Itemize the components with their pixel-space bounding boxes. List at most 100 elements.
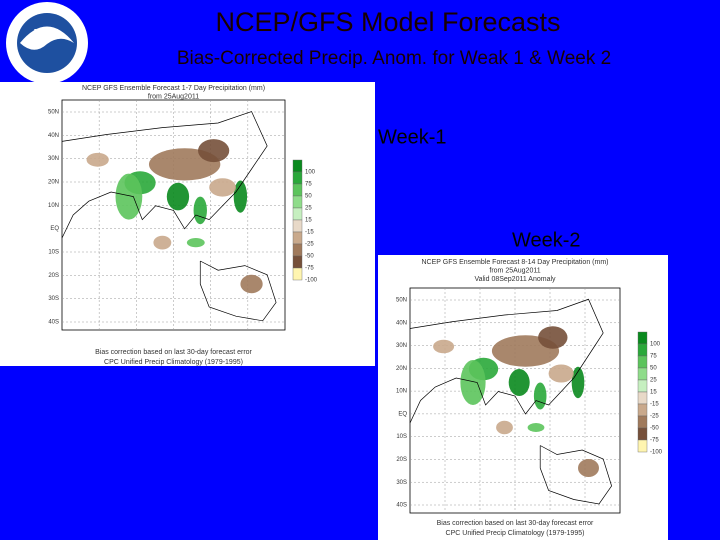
legend-label: -75 xyxy=(650,438,659,444)
map-title: NCEP GFS Ensemble Forecast 1-7 Day Preci… xyxy=(82,85,265,92)
legend-swatch xyxy=(637,391,648,405)
latitude-label: 40S xyxy=(48,320,59,326)
legend-label: -50 xyxy=(650,426,659,432)
slide-title: NCEP/GFS Model Forecasts xyxy=(215,7,560,37)
anomaly-area xyxy=(527,423,545,432)
legend-swatch xyxy=(637,367,648,381)
map-footnote: CPC Unified Precip Climatology (1979-199… xyxy=(104,359,243,366)
coastline xyxy=(199,260,277,322)
slide-subtitle: Bias-Corrected Precip. Anom. for Weak 1 … xyxy=(177,48,611,69)
anomaly-area xyxy=(209,178,236,197)
legend-label: 100 xyxy=(650,342,661,348)
legend-swatch xyxy=(637,403,648,417)
legend-label: -15 xyxy=(305,230,314,236)
legend-label: 25 xyxy=(650,378,657,384)
legend-swatch xyxy=(637,343,648,357)
latitude-label: 20N xyxy=(396,366,407,372)
anomaly-area xyxy=(193,196,207,225)
latitude-label: 50N xyxy=(48,110,59,116)
legend-swatch xyxy=(292,183,303,197)
legend-label: -15 xyxy=(650,402,659,408)
latitude-label: 10S xyxy=(396,434,407,440)
map-panel: NCEP GFS Ensemble Forecast 1-7 Day Preci… xyxy=(0,82,375,366)
latitude-label: 10S xyxy=(48,250,59,256)
anomaly-area xyxy=(508,369,530,396)
legend-label: 75 xyxy=(650,354,657,360)
legend-swatch xyxy=(292,159,303,173)
legend-swatch xyxy=(292,219,303,233)
legend-swatch xyxy=(292,231,303,245)
map-footnote: CPC Unified Precip Climatology (1979-199… xyxy=(446,530,585,537)
coastline xyxy=(539,445,612,505)
legend-label: 25 xyxy=(305,206,312,212)
latitude-label: 40N xyxy=(396,320,407,326)
legend-label: -50 xyxy=(305,254,314,260)
map-frame xyxy=(61,99,286,331)
legend-swatch xyxy=(292,195,303,209)
legend-label: -100 xyxy=(650,450,663,456)
legend-swatch xyxy=(637,415,648,429)
coastline xyxy=(61,111,268,239)
legend-label: -75 xyxy=(305,266,314,272)
legend-label: 50 xyxy=(305,194,312,200)
latitude-label: 50N xyxy=(396,298,407,304)
latitude-label: 30S xyxy=(48,296,59,302)
map-title: NCEP GFS Ensemble Forecast 8-14 Day Prec… xyxy=(422,259,609,266)
legend-swatch xyxy=(292,207,303,221)
map-title: Valid 08Sep2011 Anomaly xyxy=(474,276,556,283)
latitude-label: 30S xyxy=(396,480,407,486)
legend-label: 15 xyxy=(305,218,312,224)
logo-bird xyxy=(20,26,74,50)
legend-label: 100 xyxy=(305,170,316,176)
latitude-label: 30N xyxy=(48,156,59,162)
map-title: from 25Aug2011 xyxy=(148,93,199,100)
anomaly-area xyxy=(578,459,599,477)
latitude-label: EQ xyxy=(398,411,407,417)
legend-label: 15 xyxy=(650,390,657,396)
anomaly-area xyxy=(533,382,547,410)
legend-label: 75 xyxy=(305,182,312,188)
legend-swatch xyxy=(292,267,303,281)
week-label: Week-2 xyxy=(512,229,581,251)
legend-swatch xyxy=(637,331,648,345)
anomaly-area xyxy=(233,180,248,213)
legend-swatch xyxy=(637,379,648,393)
anomaly-area xyxy=(186,238,205,248)
coastline xyxy=(409,298,604,424)
anomaly-area xyxy=(240,274,263,294)
legend-swatch xyxy=(292,243,303,257)
legend-label: -25 xyxy=(305,242,314,248)
latitude-label: EQ xyxy=(50,226,59,232)
latitude-label: 40S xyxy=(396,503,407,509)
legend-swatch xyxy=(292,171,303,185)
anomaly-area xyxy=(496,420,513,435)
latitude-label: 20S xyxy=(48,273,59,279)
anomaly-area xyxy=(538,326,568,349)
week-label: Week-1 xyxy=(378,126,447,148)
map-panel: NCEP GFS Ensemble Forecast 8-14 Day Prec… xyxy=(378,255,668,540)
logo-text: NOAA xyxy=(34,27,61,37)
latitude-label: 10N xyxy=(396,389,407,395)
legend-swatch xyxy=(637,427,648,441)
map-footnote: Bias correction based on last 30-day for… xyxy=(437,520,594,527)
legend-label: -100 xyxy=(305,278,318,284)
map-footnote: Bias correction based on last 30-day for… xyxy=(95,349,252,356)
latitude-label: 10N xyxy=(48,203,59,209)
anomaly-area xyxy=(433,339,455,354)
anomaly-area xyxy=(86,152,109,167)
noaa-logo: NOAA xyxy=(6,2,88,84)
anomaly-area xyxy=(115,173,143,220)
latitude-label: 30N xyxy=(396,343,407,349)
latitude-label: 40N xyxy=(48,133,59,139)
anomaly-area xyxy=(460,360,486,405)
map-title: from 25Aug2011 xyxy=(489,267,540,274)
legend-swatch xyxy=(637,439,648,453)
legend-label: 50 xyxy=(650,366,657,372)
latitude-label: 20S xyxy=(396,457,407,463)
legend-swatch xyxy=(637,355,648,369)
anomaly-area xyxy=(166,182,190,211)
anomaly-area xyxy=(198,139,230,163)
anomaly-area xyxy=(153,235,172,250)
anomaly-area xyxy=(571,366,585,399)
